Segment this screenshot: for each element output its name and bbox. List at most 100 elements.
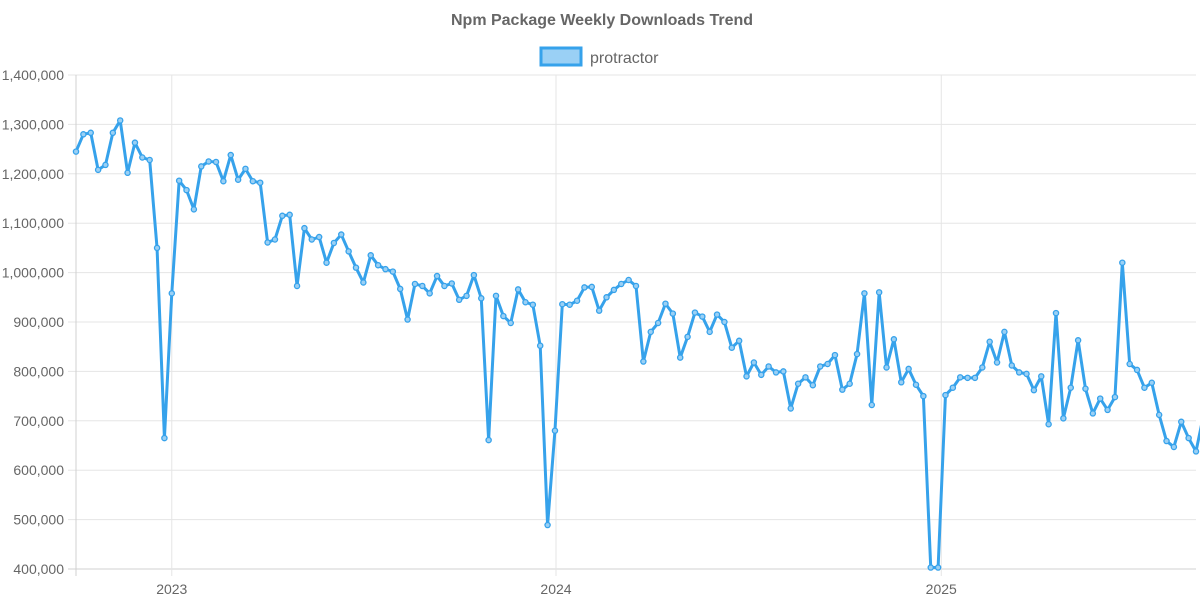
data-point[interactable] bbox=[279, 212, 286, 220]
data-point[interactable] bbox=[684, 333, 691, 341]
data-point[interactable] bbox=[522, 298, 529, 306]
data-point[interactable] bbox=[824, 360, 831, 368]
data-point[interactable] bbox=[1089, 410, 1097, 417]
data-point[interactable] bbox=[389, 268, 397, 275]
data-point[interactable] bbox=[1178, 418, 1185, 426]
data-point[interactable] bbox=[831, 351, 839, 359]
data-point[interactable] bbox=[536, 342, 544, 349]
data-point[interactable] bbox=[942, 391, 949, 399]
data-point[interactable] bbox=[640, 358, 647, 365]
data-point[interactable] bbox=[595, 307, 603, 314]
data-point[interactable] bbox=[618, 280, 625, 288]
data-point[interactable] bbox=[153, 244, 161, 252]
data-point[interactable] bbox=[794, 380, 802, 387]
data-point[interactable] bbox=[198, 163, 205, 170]
data-point[interactable] bbox=[750, 359, 758, 366]
data-point[interactable] bbox=[706, 328, 713, 336]
data-point[interactable] bbox=[721, 318, 728, 326]
data-point[interactable] bbox=[875, 289, 883, 296]
data-point[interactable] bbox=[1133, 366, 1141, 374]
data-point[interactable] bbox=[802, 374, 809, 381]
data-point[interactable] bbox=[853, 350, 861, 358]
data-point[interactable] bbox=[1082, 385, 1089, 392]
data-point[interactable] bbox=[772, 369, 780, 376]
data-point[interactable] bbox=[868, 401, 876, 409]
data-point[interactable] bbox=[1001, 328, 1008, 336]
data-point[interactable] bbox=[920, 392, 927, 400]
data-point[interactable] bbox=[455, 296, 463, 304]
data-point[interactable] bbox=[492, 292, 500, 300]
data-point[interactable] bbox=[360, 279, 367, 286]
data-point[interactable] bbox=[1192, 448, 1200, 455]
data-point[interactable] bbox=[1067, 384, 1074, 391]
data-point[interactable] bbox=[205, 158, 212, 165]
legend[interactable]: protractor bbox=[539, 46, 659, 67]
data-point[interactable] bbox=[102, 161, 109, 169]
data-point[interactable] bbox=[551, 427, 559, 434]
data-point[interactable] bbox=[264, 239, 271, 246]
data-point[interactable] bbox=[323, 259, 330, 266]
data-point[interactable] bbox=[787, 405, 794, 412]
data-point[interactable] bbox=[411, 280, 419, 288]
data-point[interactable] bbox=[507, 319, 514, 327]
data-point[interactable] bbox=[1030, 386, 1038, 394]
data-point[interactable] bbox=[220, 177, 227, 185]
data-point[interactable] bbox=[993, 359, 1001, 366]
data-point[interactable] bbox=[559, 300, 566, 308]
data-point[interactable] bbox=[124, 169, 131, 177]
data-point[interactable] bbox=[1023, 370, 1030, 378]
data-point[interactable] bbox=[419, 282, 426, 290]
data-point[interactable] bbox=[382, 265, 389, 273]
data-point[interactable] bbox=[603, 294, 610, 301]
data-point[interactable] bbox=[1015, 369, 1023, 376]
data-point[interactable] bbox=[308, 236, 316, 243]
data-point[interactable] bbox=[301, 224, 308, 232]
data-point[interactable] bbox=[898, 379, 905, 386]
data-point[interactable] bbox=[632, 282, 640, 290]
data-point[interactable] bbox=[1104, 406, 1111, 414]
data-point[interactable] bbox=[227, 151, 234, 159]
data-point[interactable] bbox=[485, 436, 492, 444]
data-point[interactable] bbox=[131, 139, 139, 146]
data-point[interactable] bbox=[691, 309, 699, 316]
data-point[interactable] bbox=[330, 239, 338, 247]
data-point[interactable] bbox=[934, 564, 942, 571]
data-point[interactable] bbox=[139, 154, 146, 161]
data-point[interactable] bbox=[699, 313, 706, 320]
data-point[interactable] bbox=[1119, 259, 1126, 266]
data-point[interactable] bbox=[610, 286, 618, 294]
data-point[interactable] bbox=[669, 310, 677, 317]
data-point[interactable] bbox=[735, 337, 743, 345]
data-point[interactable] bbox=[956, 374, 964, 381]
data-point[interactable] bbox=[426, 290, 433, 297]
data-point[interactable] bbox=[1141, 384, 1148, 391]
data-point[interactable] bbox=[971, 374, 979, 382]
data-point[interactable] bbox=[625, 276, 632, 284]
data-point[interactable] bbox=[647, 328, 654, 336]
data-point[interactable] bbox=[249, 177, 257, 185]
data-point[interactable] bbox=[146, 156, 153, 164]
data-point[interactable] bbox=[256, 179, 264, 186]
data-point[interactable] bbox=[234, 176, 242, 183]
data-point[interactable] bbox=[743, 373, 750, 380]
data-point[interactable] bbox=[396, 285, 404, 293]
data-point[interactable] bbox=[433, 272, 441, 280]
data-point[interactable] bbox=[905, 365, 912, 373]
data-point[interactable] bbox=[1126, 360, 1133, 368]
data-point[interactable] bbox=[964, 374, 971, 382]
data-point[interactable] bbox=[271, 236, 279, 243]
data-point[interactable] bbox=[713, 311, 721, 318]
data-point[interactable] bbox=[470, 271, 478, 279]
data-point[interactable] bbox=[654, 319, 662, 327]
data-point[interactable] bbox=[573, 297, 581, 305]
data-point[interactable] bbox=[890, 336, 898, 343]
data-point[interactable] bbox=[1045, 421, 1052, 428]
data-point[interactable] bbox=[116, 117, 124, 124]
data-point[interactable] bbox=[986, 338, 993, 346]
data-point[interactable] bbox=[979, 364, 986, 371]
data-point[interactable] bbox=[1163, 437, 1170, 445]
data-point[interactable] bbox=[662, 300, 669, 307]
data-point[interactable] bbox=[404, 316, 411, 323]
data-point[interactable] bbox=[94, 166, 102, 174]
data-point[interactable] bbox=[345, 248, 352, 255]
